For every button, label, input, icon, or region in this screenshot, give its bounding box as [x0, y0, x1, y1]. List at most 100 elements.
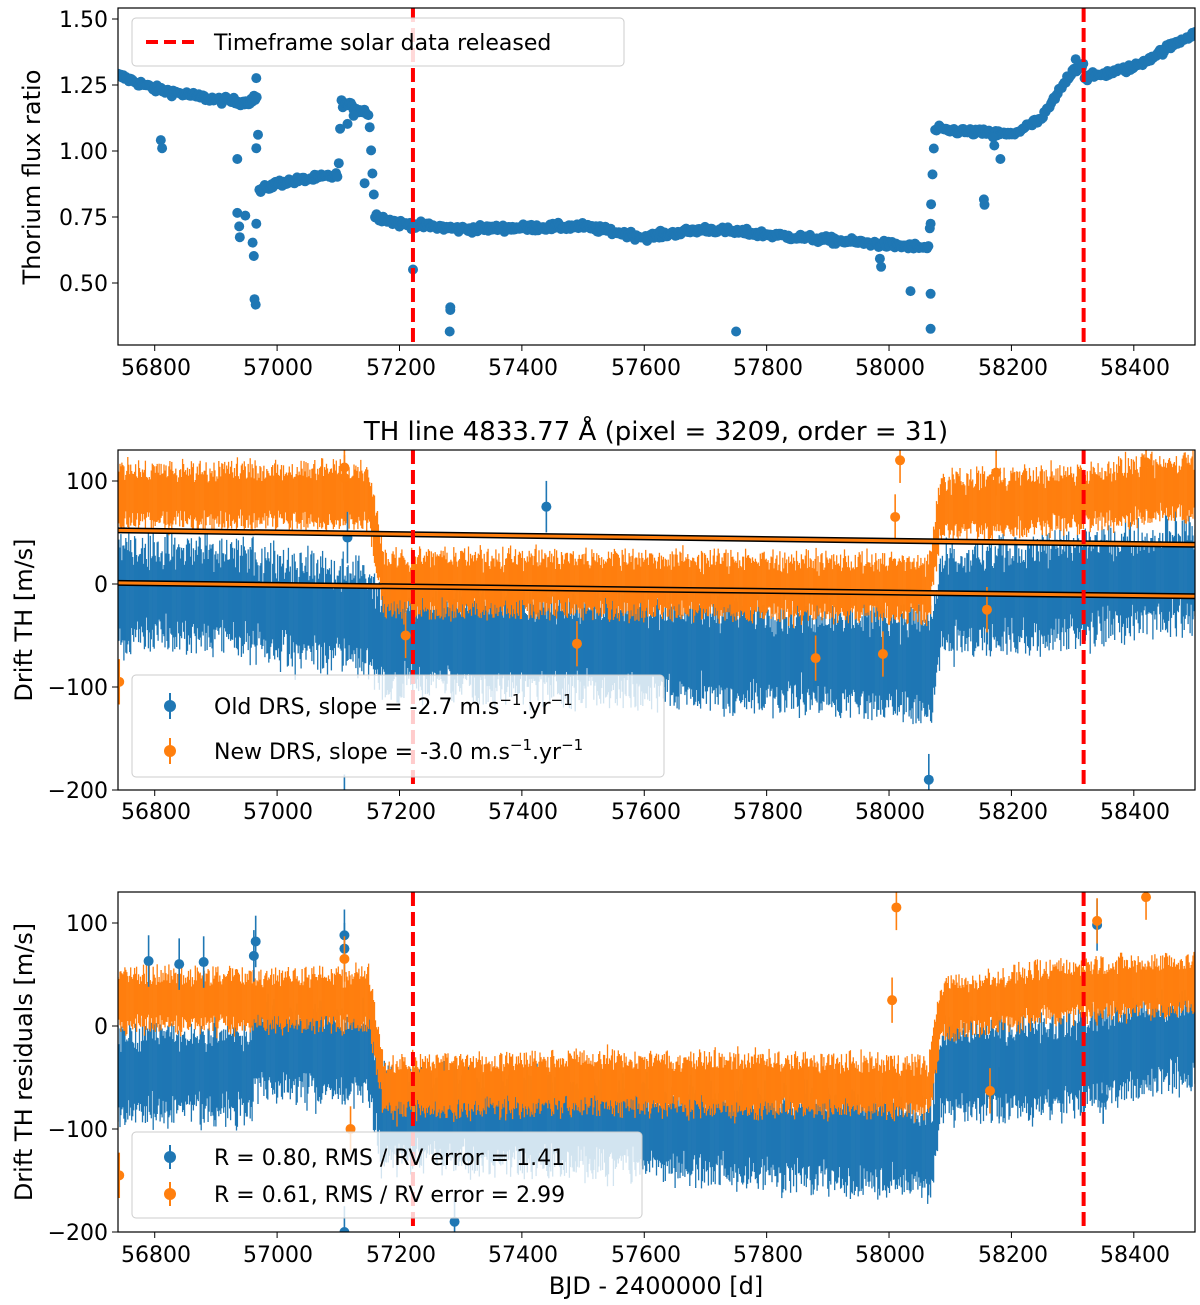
flux-outlier-point: [444, 326, 455, 337]
flux-outlier-point: [251, 218, 262, 229]
old-drs-outlier-point: [923, 774, 934, 785]
new-drs-outlier-point: [571, 638, 582, 649]
flux-outlier-point: [979, 199, 990, 210]
flux-point: [364, 122, 375, 133]
panel-flux-ratio: 0.50 0.75 1.00 1.25 1.50 56800 57000 572…: [18, 7, 1196, 381]
flux-ytick-label: 1.00: [59, 140, 108, 165]
flux-outlier-point: [874, 253, 885, 264]
flux-axes-frame: [117, 7, 1196, 346]
new-drs-outlier-point: [877, 649, 888, 659]
flux-point: [928, 143, 939, 154]
legend-new-marker: [164, 745, 176, 757]
flux-ytick-label: 1.25: [59, 74, 108, 99]
new-drs-outlier-point: [991, 467, 1002, 478]
flux-outlier-point: [925, 218, 936, 229]
flux-point: [333, 158, 344, 169]
flux-outlier-point: [232, 154, 243, 164]
flux-outlier-point: [359, 178, 370, 189]
flux-outlier-point: [248, 251, 259, 261]
flux-point: [1190, 27, 1195, 37]
flux-xtick-label: 58200: [978, 356, 1048, 381]
drift-xtick-label: 57400: [488, 800, 558, 825]
drift-y-ticks: −200 −100 0 100: [48, 470, 118, 804]
flux-point: [363, 110, 374, 121]
flux-xtick-label: 57800: [733, 356, 803, 381]
old-drs-outlier-point: [339, 795, 349, 805]
flux-outlier-point: [250, 299, 261, 310]
flux-point: [367, 168, 378, 179]
new-drs-outlier-point: [339, 472, 350, 483]
flux-outlier-point: [251, 73, 262, 84]
flux-plot-area: [118, 8, 1195, 345]
legend-old-marker: [164, 700, 176, 712]
flux-outlier-point: [251, 143, 262, 154]
drift-xtick-label: 57000: [243, 800, 313, 825]
flux-outlier-point: [234, 232, 245, 243]
flux-outlier-point: [247, 237, 258, 248]
flux-legend-label: Timeframe solar data released: [213, 31, 551, 56]
flux-xtick-label: 57200: [366, 356, 436, 381]
flux-outlier-point: [348, 110, 359, 121]
drift-xtick-label: 57600: [611, 800, 681, 825]
new-drs-outlier-point: [118, 676, 125, 687]
drift-legend-box: [131, 674, 665, 778]
flux-outlier-point: [988, 132, 999, 143]
flux-point: [368, 189, 379, 200]
flux-xtick-label: 58400: [1100, 356, 1170, 381]
flux-outlier-point: [240, 210, 251, 221]
flux-point: [251, 92, 262, 103]
flux-outlier-point: [905, 286, 916, 297]
new-drs-outlier-point: [890, 511, 901, 522]
drift-legend-new: New DRS, slope = -3.0 m.s−1.yr−1: [214, 736, 583, 765]
drift-ytick-label: 0: [94, 573, 108, 598]
new-drs-fit-line: [118, 528, 1195, 547]
new-drs-outlier-point: [400, 630, 411, 641]
flux-outlier-point: [234, 221, 245, 232]
new-drs-outlier-point: [981, 604, 992, 615]
drift-legend: Old DRS, slope = -2.7 m.s−1.yr−1 New DRS…: [131, 674, 665, 778]
panel-drift-th: TH line 4833.77 Å (pixel = 3209, order =…: [10, 415, 1196, 825]
flux-y-axis-label: Thorium flux ratio: [18, 70, 46, 286]
drift-xtick-label: 58200: [978, 800, 1048, 825]
old-drs-fit-line: [118, 581, 1195, 598]
old-drs-outlier-point: [541, 501, 552, 512]
flux-outlier-point: [232, 207, 243, 218]
residuals-plot-area: [118, 892, 1195, 1232]
flux-outlier-point: [925, 323, 936, 334]
flux-ytick-label: 0.50: [59, 272, 108, 297]
drift-ytick-label: 100: [66, 470, 108, 495]
drift-ytick-label: −100: [48, 676, 108, 701]
flux-point: [927, 169, 938, 180]
flux-outlier-point: [925, 288, 936, 299]
flux-point: [335, 123, 346, 134]
panel-drift-residuals: −200 −100 0 100 56800 57000 57200 57400 …: [10, 891, 1196, 1300]
drift-xtick-label: 58000: [855, 800, 925, 825]
flux-point: [253, 129, 263, 140]
new-drs-outlier-point: [810, 653, 821, 664]
drift-ytick-label: −200: [48, 779, 108, 804]
drift-panel-title: TH line 4833.77 Å (pixel = 3209, order =…: [363, 415, 948, 447]
drift-xtick-label: 58400: [1100, 800, 1170, 825]
flux-xtick-label: 57400: [488, 356, 558, 381]
flux-xtick-label: 58000: [855, 356, 925, 381]
drift-legend-old: Old DRS, slope = -2.7 m.s−1.yr−1: [214, 691, 573, 720]
flux-outlier-point: [445, 305, 456, 315]
flux-outlier-point: [731, 326, 742, 337]
flux-y-ticks: 0.50 0.75 1.00 1.25 1.50: [59, 8, 118, 297]
drift-xtick-label: 57200: [366, 800, 436, 825]
drift-x-ticks: 56800 57000 57200 57400 57600 57800 5800…: [121, 800, 1170, 825]
flux-point: [366, 145, 377, 156]
flux-point: [923, 241, 934, 252]
flux-outlier-point: [995, 154, 1006, 164]
flux-point: [332, 171, 343, 182]
new-drs-outlier-point: [1141, 457, 1152, 468]
new-drs-outlier-point: [895, 455, 906, 466]
flux-outlier-point: [989, 140, 1000, 151]
flux-legend: Timeframe solar data released: [131, 17, 625, 67]
flux-outlier-point: [157, 143, 168, 154]
flux-outlier-point: [155, 135, 166, 146]
flux-outlier-point: [342, 118, 353, 129]
drift-y-axis-label: Drift TH [m/s]: [10, 538, 38, 701]
flux-point: [1078, 58, 1089, 69]
